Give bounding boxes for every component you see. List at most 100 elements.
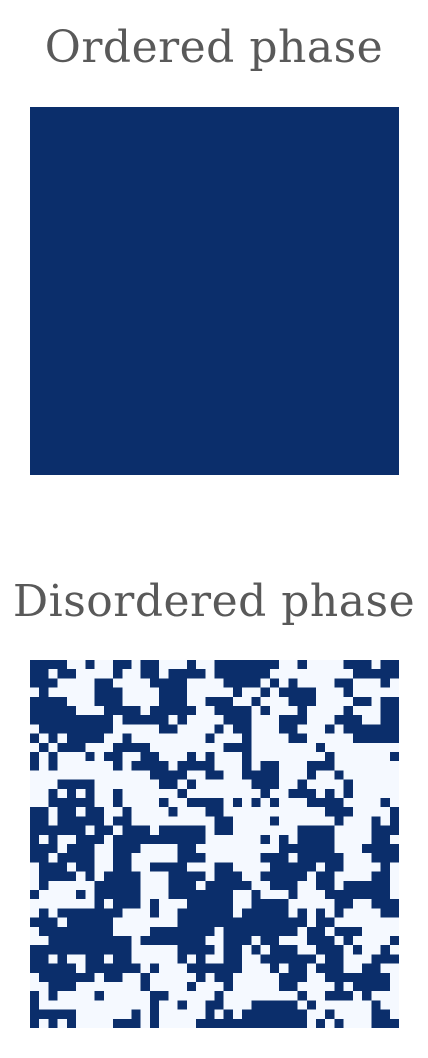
spin-site	[334, 991, 344, 1001]
spin-site	[371, 189, 381, 199]
spin-site	[232, 660, 243, 670]
spin-site	[315, 134, 326, 144]
spin-site	[149, 245, 160, 255]
spin-site	[76, 410, 86, 420]
spin-site	[76, 880, 86, 890]
spin-site	[223, 1018, 233, 1028]
spin-site	[334, 392, 344, 402]
spin-site	[325, 373, 335, 383]
spin-site	[39, 456, 49, 466]
spin-site	[352, 706, 363, 716]
spin-site	[103, 834, 114, 844]
spin-site	[122, 162, 132, 172]
spin-site	[352, 936, 363, 946]
spin-site	[30, 254, 40, 264]
spin-site	[122, 107, 132, 117]
spin-site	[279, 217, 289, 227]
spin-site	[297, 291, 307, 301]
spin-site	[57, 807, 67, 817]
spin-site	[334, 373, 344, 383]
spin-site	[48, 917, 58, 927]
spin-site	[57, 1009, 67, 1019]
spin-site	[122, 926, 132, 936]
spin-site	[242, 917, 252, 927]
spin-site	[260, 189, 270, 199]
spin-site	[334, 143, 344, 153]
spin-site	[168, 770, 178, 780]
spin-site	[260, 171, 270, 181]
spin-site	[315, 327, 326, 337]
spin-site	[196, 733, 206, 743]
spin-site	[39, 125, 49, 135]
spin-site	[279, 309, 289, 319]
spin-site	[232, 696, 243, 706]
spin-site	[48, 926, 58, 936]
spin-site	[214, 862, 224, 872]
spin-site	[325, 410, 335, 420]
spin-site	[168, 226, 178, 236]
spin-site	[362, 880, 372, 890]
spin-site	[334, 355, 344, 365]
spin-site	[352, 871, 363, 881]
spin-site	[306, 318, 316, 328]
spin-site	[251, 742, 261, 752]
spin-site	[269, 447, 280, 457]
spin-site	[30, 752, 40, 762]
spin-site	[48, 880, 58, 890]
spin-site	[39, 733, 49, 743]
spin-site	[297, 392, 307, 402]
spin-site	[315, 337, 326, 347]
spin-site	[251, 254, 261, 264]
spin-site	[352, 134, 363, 144]
spin-site	[223, 779, 233, 789]
spin-site	[269, 871, 280, 881]
spin-site	[205, 696, 215, 706]
spin-site	[131, 392, 141, 402]
spin-site	[362, 410, 372, 420]
disordered-phase-title: Disordered phase	[12, 576, 416, 627]
spin-site	[297, 972, 307, 982]
spin-site	[76, 337, 86, 347]
spin-site	[214, 917, 224, 927]
spin-site	[94, 456, 104, 466]
spin-site	[380, 208, 390, 218]
spin-site	[103, 761, 114, 771]
spin-site	[159, 1018, 169, 1028]
spin-site	[232, 834, 243, 844]
spin-site	[343, 355, 353, 365]
spin-site	[334, 180, 344, 190]
spin-site	[288, 761, 298, 771]
spin-site	[76, 125, 86, 135]
spin-site	[103, 419, 114, 429]
spin-site	[48, 936, 58, 946]
spin-site	[232, 116, 243, 126]
spin-site	[260, 355, 270, 365]
spin-site	[168, 862, 178, 872]
spin-site	[223, 199, 233, 209]
spin-site	[39, 926, 49, 936]
spin-site	[315, 816, 326, 826]
spin-site	[343, 447, 353, 457]
spin-site	[94, 134, 104, 144]
spin-site	[343, 742, 353, 752]
spin-site	[94, 945, 104, 955]
spin-site	[371, 917, 381, 927]
spin-site	[177, 235, 187, 245]
spin-site	[214, 143, 224, 153]
spin-site	[306, 116, 316, 126]
spin-site	[48, 419, 58, 429]
spin-site	[177, 318, 187, 328]
spin-site	[66, 410, 77, 420]
spin-site	[205, 355, 215, 365]
spin-site	[389, 383, 399, 393]
spin-site	[371, 410, 381, 420]
spin-site	[371, 245, 381, 255]
spin-site	[362, 281, 372, 291]
spin-site	[214, 272, 224, 282]
spin-site	[306, 844, 316, 854]
spin-site	[279, 429, 289, 439]
spin-site	[168, 834, 178, 844]
spin-site	[315, 1000, 326, 1010]
spin-site	[149, 1009, 160, 1019]
spin-site	[48, 972, 58, 982]
